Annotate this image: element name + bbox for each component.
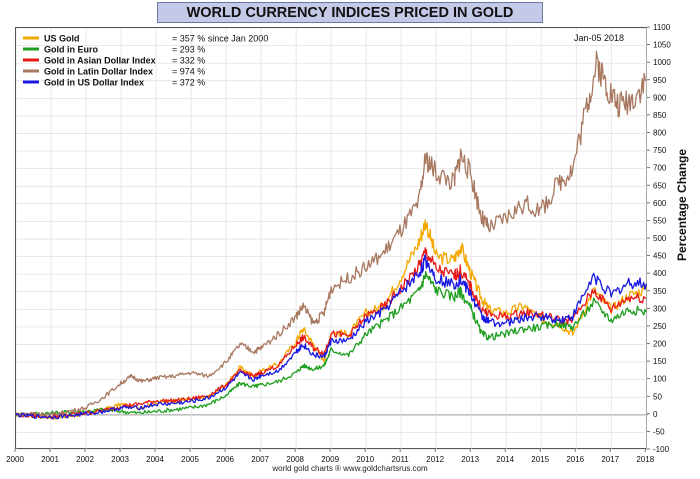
x-tick-label: 2011 [392, 455, 410, 464]
x-tick-label: 2012 [426, 455, 444, 464]
y-tick-label: 500 [653, 234, 667, 243]
x-tick-label: 2017 [601, 455, 619, 464]
y-tick-label: 0 [653, 410, 658, 419]
x-tick-label: 2000 [6, 455, 24, 464]
y-tick-label: 950 [653, 76, 667, 85]
y-tick-label: -100 [653, 445, 670, 454]
x-tick-label: 2007 [251, 455, 269, 464]
legend-stat: = 974 % [172, 67, 205, 77]
y-tick-label: 800 [653, 129, 667, 138]
plot-area: US Gold = 357 % since Jan 2000 Gold in Eur… [15, 27, 648, 450]
legend-label: Gold in Latin Dollar Index [44, 67, 153, 77]
chart-svg: US Gold = 357 % since Jan 2000 Gold in Eur… [16, 28, 648, 450]
legend-stat: = 293 % [172, 45, 205, 55]
series-line-gold-in-euro [16, 271, 647, 418]
chart-title: WORLD CURRENCY INDICES PRICED IN GOLD [157, 2, 543, 23]
x-tick-label: 2015 [531, 455, 549, 464]
legend-stat: = 357 % since Jan 2000 [172, 34, 268, 44]
y-tick-label: 250 [653, 322, 667, 331]
y-tick-label: 1050 [653, 41, 671, 50]
x-tick-label: 2003 [111, 455, 129, 464]
y-tick-label: 100 [653, 375, 667, 384]
y-tick-label: 300 [653, 304, 667, 313]
y-tick-label: 1000 [653, 58, 671, 67]
series-line-gold-in-latin-dollar-index [16, 50, 647, 418]
legend-label: Gold in Asian Dollar Index [44, 56, 156, 66]
y-tick-label: 900 [653, 93, 667, 102]
y-tick-label: 350 [653, 287, 667, 296]
x-tick-label: 2005 [181, 455, 199, 464]
legend-label: US Gold [44, 34, 80, 44]
y-tick-label: 600 [653, 199, 667, 208]
y-tick-label: 650 [653, 181, 667, 190]
y-tick-label: -50 [653, 427, 665, 436]
legend-label: Gold in US Dollar Index [44, 78, 144, 88]
y-tick-label: 1100 [653, 23, 671, 32]
x-tick-label: 2010 [356, 455, 374, 464]
x-tick-label: 2018 [636, 455, 654, 464]
credits: world gold charts ® www.goldchartsrus.co… [272, 464, 428, 473]
x-tick-label: 2016 [566, 455, 584, 464]
y-tick-label: 750 [653, 146, 667, 155]
y-tick-label: 150 [653, 357, 667, 366]
x-tick-label: 2014 [496, 455, 514, 464]
x-tick-label: 2001 [41, 455, 59, 464]
series-line-gold-in-us-dollar-index [16, 254, 647, 420]
y-tick-label: 200 [653, 340, 667, 349]
legend-stat: = 372 % [172, 78, 205, 88]
series-line-gold-in-asian-dollar-index [16, 247, 647, 419]
y-tick-label: 700 [653, 164, 667, 173]
y-tick-label: 400 [653, 269, 667, 278]
legend-stat: = 332 % [172, 56, 205, 66]
x-tick-label: 2013 [461, 455, 479, 464]
y-tick-label: 550 [653, 216, 667, 225]
x-tick-label: 2008 [286, 455, 304, 464]
x-tick-label: 2004 [146, 455, 164, 464]
x-tick-label: 2006 [216, 455, 234, 464]
date-label: Jan-05 2018 [574, 33, 624, 43]
x-tick-label: 2009 [321, 455, 339, 464]
y-axis-label: Percentage Change [675, 148, 689, 262]
y-tick-label: 450 [653, 252, 667, 261]
y-tick-label: 50 [653, 392, 662, 401]
x-tick-label: 2002 [76, 455, 94, 464]
legend-label: Gold in Euro [44, 45, 98, 55]
y-tick-label: 850 [653, 111, 667, 120]
